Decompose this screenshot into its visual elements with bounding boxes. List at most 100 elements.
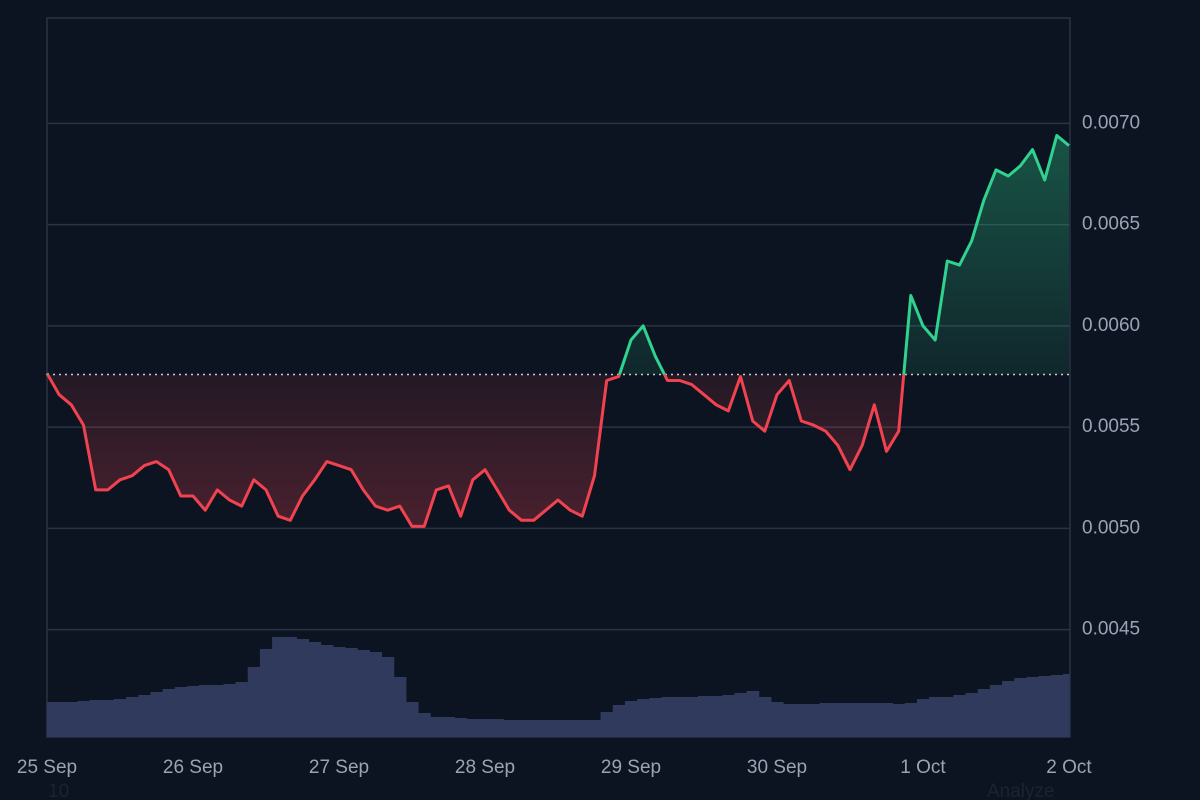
x-tick-label: 28 Sep <box>455 757 515 778</box>
volume-bar <box>929 697 942 737</box>
volume-bar <box>430 717 443 737</box>
volume-bar <box>296 639 310 737</box>
volume-bar <box>418 713 431 737</box>
volume-bar <box>710 696 723 737</box>
volume-bar <box>503 720 516 737</box>
x-tick-label: 26 Sep <box>163 757 223 778</box>
volume-bar <box>89 700 103 737</box>
volume-bar <box>77 701 91 737</box>
volume-bar <box>381 657 395 737</box>
volume-bar <box>284 637 297 737</box>
y-tick-label: 0.0045 <box>1082 619 1140 640</box>
volume-bar <box>831 703 845 737</box>
volume-bar <box>491 719 504 737</box>
x-tick-label: 1 Oct <box>900 757 946 778</box>
volume-bar <box>1050 675 1064 737</box>
volume-bar <box>916 699 930 737</box>
volume-bar <box>113 699 127 737</box>
volume-bar <box>770 702 784 737</box>
y-tick-label: 0.0055 <box>1082 416 1140 437</box>
volume-bar <box>442 717 456 737</box>
volume-bar <box>551 720 565 737</box>
x-tick-label: 29 Sep <box>601 757 661 778</box>
volume-bar <box>308 642 322 737</box>
volume-bar <box>466 719 480 737</box>
volume-bar <box>880 703 894 737</box>
volume-bar <box>758 697 772 737</box>
volume-bar <box>223 684 237 737</box>
volume-bar <box>624 701 638 737</box>
volume-bar <box>478 719 492 737</box>
volume-bar <box>953 695 967 737</box>
volume-bar <box>1002 681 1015 737</box>
y-tick-label: 0.0050 <box>1082 517 1140 538</box>
volume-bar <box>783 704 796 737</box>
volume-bar <box>211 685 224 737</box>
volume-bar <box>576 720 589 737</box>
volume-bar <box>904 703 918 737</box>
volume-bar <box>612 705 626 737</box>
volume-bar <box>527 720 541 737</box>
price-area <box>47 135 1069 527</box>
volume-bar <box>345 648 358 737</box>
volume-bar <box>53 702 66 737</box>
volume-bar <box>101 700 115 737</box>
volume-bar <box>369 652 383 737</box>
volume-bar <box>357 650 370 737</box>
volume-bar <box>235 682 249 737</box>
volume-bar <box>892 704 906 737</box>
volume-bar <box>162 689 176 737</box>
volume-bar <box>941 697 954 737</box>
volume-bar <box>722 695 735 737</box>
x-tick-label: 27 Sep <box>309 757 369 778</box>
volume-bar <box>126 697 139 737</box>
volume-bar <box>515 720 529 737</box>
volume-bar <box>1062 674 1070 737</box>
volume-bar <box>320 645 334 737</box>
y-tick-label: 0.0060 <box>1082 315 1140 336</box>
volume-bar <box>697 696 711 737</box>
volume-bar <box>807 704 821 737</box>
volume-bar <box>247 667 261 737</box>
volume-bar <box>199 685 212 737</box>
volume-bar <box>868 703 881 737</box>
volume-bar <box>564 720 577 737</box>
volume-bar <box>138 695 151 737</box>
volume-bar <box>795 704 808 737</box>
volume-bar <box>186 686 200 737</box>
volume-bar <box>539 720 553 737</box>
volume-bar <box>685 697 699 737</box>
volume-bar <box>1038 676 1052 737</box>
volume-bar <box>65 702 78 737</box>
y-tick-label: 0.0070 <box>1082 112 1140 133</box>
volume-bar <box>746 691 760 737</box>
volume-bar <box>600 712 614 737</box>
x-tick-label: 25 Sep <box>17 757 77 778</box>
volume-bar <box>819 703 833 737</box>
volume-bar <box>150 692 164 737</box>
volume-bar <box>977 689 991 737</box>
volume-bar <box>272 637 285 737</box>
volume-bar <box>734 693 748 737</box>
volume-bar <box>649 698 662 737</box>
footer-label: 10 <box>48 781 69 800</box>
volume-bar <box>965 693 979 737</box>
volume-bar <box>405 702 419 737</box>
volume-bar <box>259 649 273 737</box>
volume-bar <box>1014 678 1027 737</box>
footer-button[interactable]: Analyze <box>987 781 1055 800</box>
volume-bar <box>588 720 602 737</box>
volume-bar <box>332 647 346 737</box>
price-line <box>45 134 1070 528</box>
volume-bar <box>393 677 407 737</box>
volume-bar <box>856 703 869 737</box>
volume-bar <box>661 697 675 737</box>
volume-bar <box>637 699 650 737</box>
volume-bar <box>174 687 188 737</box>
volume-bar <box>673 697 687 737</box>
volume-bar <box>454 718 468 737</box>
volume-bar <box>1026 677 1040 737</box>
volume-bar <box>989 685 1003 737</box>
x-tick-label: 2 Oct <box>1046 757 1092 778</box>
